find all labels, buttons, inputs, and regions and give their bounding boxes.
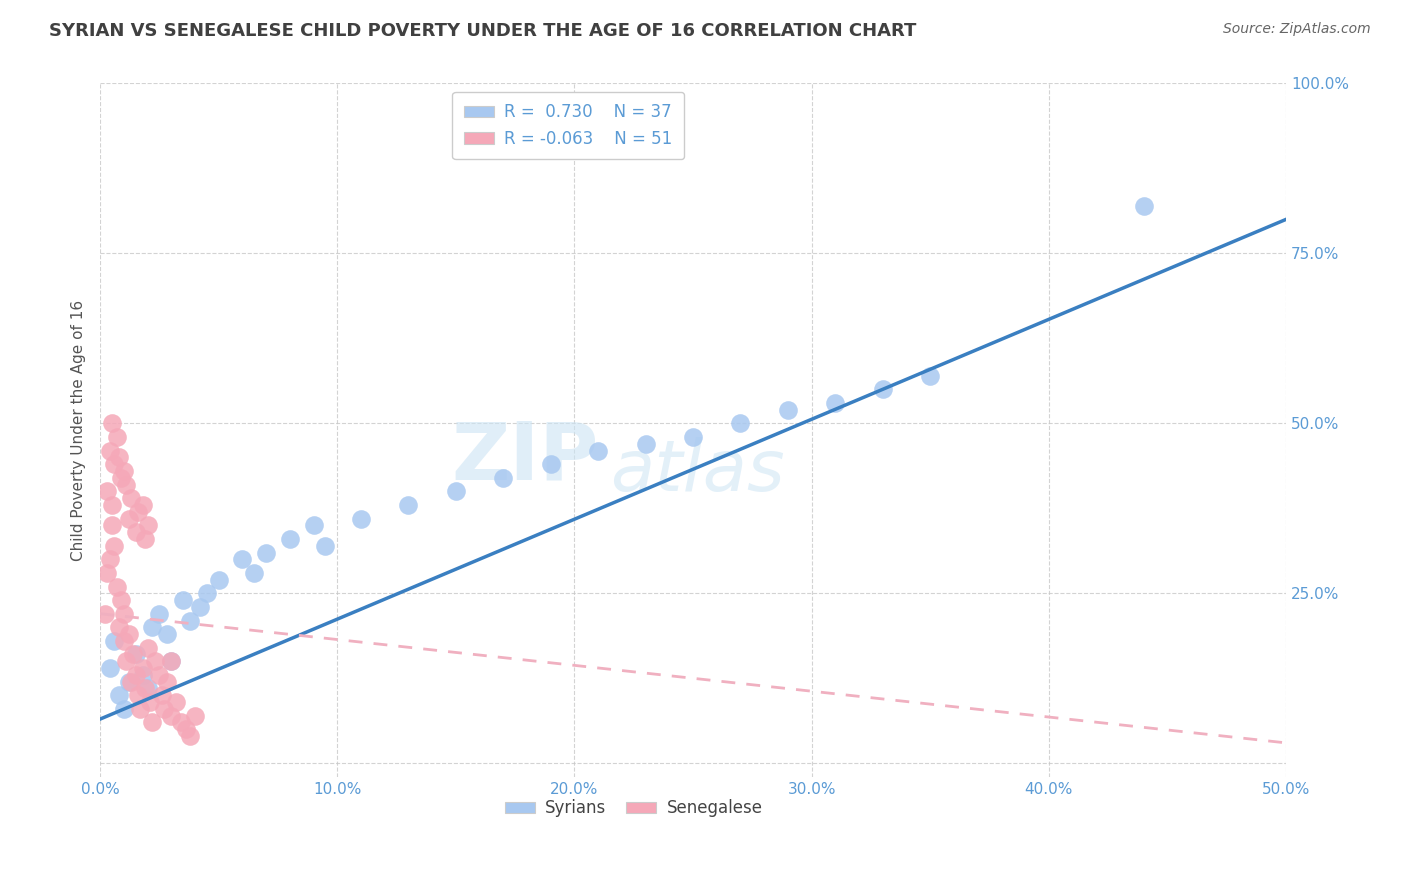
Point <box>127 688 149 702</box>
Point <box>136 518 159 533</box>
Point <box>117 511 139 525</box>
Point <box>98 443 121 458</box>
Point <box>96 484 118 499</box>
Point <box>108 450 131 465</box>
Point <box>195 586 218 600</box>
Point <box>586 443 609 458</box>
Point <box>136 640 159 655</box>
Point <box>208 573 231 587</box>
Point <box>103 457 125 471</box>
Text: atlas: atlas <box>610 437 785 507</box>
Point <box>148 668 170 682</box>
Point <box>184 708 207 723</box>
Point <box>141 620 163 634</box>
Point <box>132 661 155 675</box>
Point <box>101 518 124 533</box>
Point <box>101 498 124 512</box>
Point <box>112 464 135 478</box>
Point <box>165 695 187 709</box>
Point <box>120 491 142 505</box>
Point <box>824 396 846 410</box>
Point <box>160 654 183 668</box>
Point <box>134 681 156 696</box>
Point <box>139 695 162 709</box>
Point <box>153 702 176 716</box>
Point <box>110 471 132 485</box>
Point <box>682 430 704 444</box>
Legend: Syrians, Senegalese: Syrians, Senegalese <box>499 793 769 824</box>
Point <box>243 566 266 580</box>
Y-axis label: Child Poverty Under the Age of 16: Child Poverty Under the Age of 16 <box>72 300 86 561</box>
Point <box>101 417 124 431</box>
Point <box>122 648 145 662</box>
Point <box>125 668 148 682</box>
Point <box>108 620 131 634</box>
Point <box>179 614 201 628</box>
Point <box>134 532 156 546</box>
Point <box>112 633 135 648</box>
Point <box>115 654 138 668</box>
Point <box>231 552 253 566</box>
Point <box>170 715 193 730</box>
Point <box>110 593 132 607</box>
Point <box>188 599 211 614</box>
Point <box>120 674 142 689</box>
Point <box>127 505 149 519</box>
Point <box>302 518 325 533</box>
Point <box>125 525 148 540</box>
Point <box>132 498 155 512</box>
Point <box>117 674 139 689</box>
Point <box>730 417 752 431</box>
Point <box>143 654 166 668</box>
Point <box>108 688 131 702</box>
Point <box>920 368 942 383</box>
Point <box>398 498 420 512</box>
Point <box>150 688 173 702</box>
Point <box>129 702 152 716</box>
Point <box>125 648 148 662</box>
Point <box>634 436 657 450</box>
Point <box>98 661 121 675</box>
Point <box>141 715 163 730</box>
Point <box>155 674 177 689</box>
Point <box>540 457 562 471</box>
Point <box>115 477 138 491</box>
Point <box>172 593 194 607</box>
Point <box>105 430 128 444</box>
Point <box>98 552 121 566</box>
Point <box>160 654 183 668</box>
Point <box>254 545 277 559</box>
Point <box>103 633 125 648</box>
Point <box>105 580 128 594</box>
Point <box>155 627 177 641</box>
Point <box>112 607 135 621</box>
Point <box>314 539 336 553</box>
Point <box>132 668 155 682</box>
Point <box>96 566 118 580</box>
Point <box>160 708 183 723</box>
Point <box>776 402 799 417</box>
Point <box>103 539 125 553</box>
Point <box>117 627 139 641</box>
Point <box>350 511 373 525</box>
Point <box>148 607 170 621</box>
Point <box>174 723 197 737</box>
Text: ZIP: ZIP <box>451 419 598 497</box>
Point <box>1132 199 1154 213</box>
Text: SYRIAN VS SENEGALESE CHILD POVERTY UNDER THE AGE OF 16 CORRELATION CHART: SYRIAN VS SENEGALESE CHILD POVERTY UNDER… <box>49 22 917 40</box>
Point <box>278 532 301 546</box>
Text: Source: ZipAtlas.com: Source: ZipAtlas.com <box>1223 22 1371 37</box>
Point <box>492 471 515 485</box>
Point <box>444 484 467 499</box>
Point <box>94 607 117 621</box>
Point <box>136 681 159 696</box>
Point <box>872 383 894 397</box>
Point <box>112 702 135 716</box>
Point <box>179 729 201 743</box>
